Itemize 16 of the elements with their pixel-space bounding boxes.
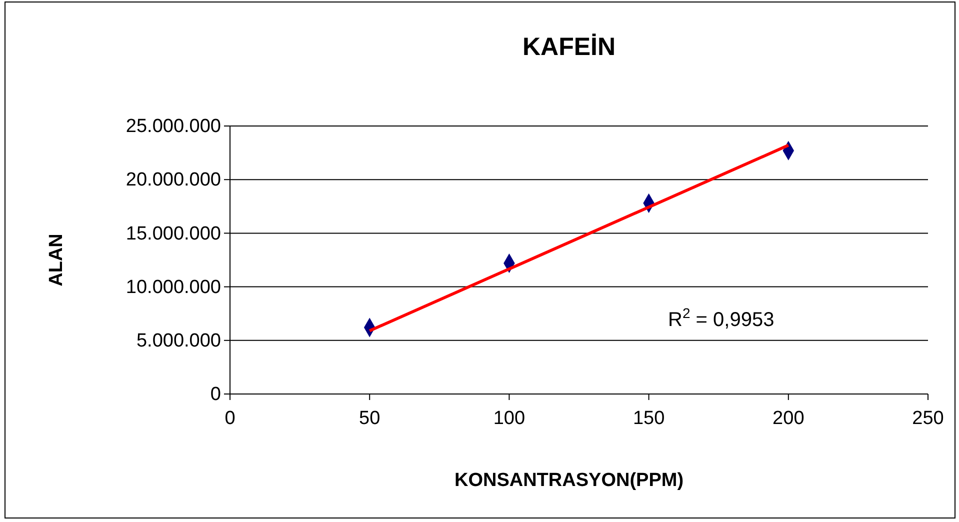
x-tick-label: 150: [632, 408, 665, 429]
x-axis-title: KONSANTRASYON(PPM): [454, 470, 684, 491]
y-tick-label: 5.000.000: [136, 330, 221, 352]
y-tick-label: 10.000.000: [126, 276, 221, 298]
x-tick-label: 100: [493, 408, 526, 429]
chart-title: KAFEİN: [522, 33, 616, 61]
y-axis-title: ALAN: [46, 234, 67, 286]
y-tick-label: 20.000.000: [126, 170, 221, 191]
x-tick-label: 250: [912, 408, 944, 429]
x-tick-label: 200: [772, 408, 804, 429]
y-tick-label: 0: [210, 384, 221, 406]
y-tick-label: 15.000.000: [126, 223, 221, 244]
annotation: R$^{2}$ = 0,9953: [668, 305, 774, 331]
x-tick-label: 50: [359, 408, 380, 429]
x-tick-label: 0: [224, 408, 236, 429]
y-tick-label: 25.000.000: [126, 116, 221, 138]
